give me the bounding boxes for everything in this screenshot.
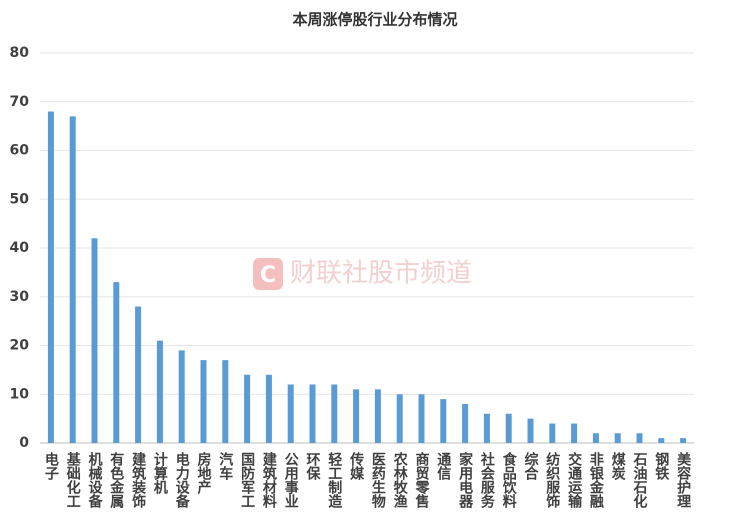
x-tick-label: 商贸零售 bbox=[414, 451, 431, 509]
x-tick-label: 机械设备 bbox=[87, 451, 104, 508]
x-tick-label: 煤炭 bbox=[610, 451, 626, 481]
x-tick-label: 通信 bbox=[435, 452, 451, 481]
bar bbox=[592, 433, 599, 443]
x-tick-label: 农林牧渔 bbox=[392, 451, 409, 509]
bar bbox=[156, 340, 163, 443]
y-tick-label: 0 bbox=[19, 435, 29, 451]
x-tick-label: 电力设备 bbox=[174, 451, 191, 508]
x-tick-label: 医药生物 bbox=[370, 452, 386, 509]
bar bbox=[222, 360, 229, 443]
bar bbox=[505, 413, 512, 443]
x-tick-label: 石油石化 bbox=[632, 452, 649, 509]
x-tick-label: 食品饮料 bbox=[501, 451, 518, 509]
bar bbox=[680, 438, 687, 443]
x-tick-label: 家用电器 bbox=[457, 451, 474, 509]
bar bbox=[91, 238, 98, 443]
bar bbox=[571, 423, 578, 443]
bar bbox=[396, 394, 403, 443]
logo-box bbox=[253, 258, 283, 290]
bar bbox=[440, 399, 447, 443]
x-tick-label: 建筑装饰 bbox=[130, 451, 147, 509]
x-tick-label: 汽车 bbox=[217, 451, 233, 481]
x-tick-label: 交通运输 bbox=[566, 451, 582, 509]
x-tick-label: 有色金属 bbox=[108, 451, 125, 509]
x-tick-label: 电子 bbox=[43, 451, 59, 481]
bar bbox=[309, 384, 316, 443]
bar bbox=[69, 116, 76, 443]
x-tick-label: 计算机 bbox=[152, 451, 168, 495]
x-tick-label: 房地产 bbox=[196, 451, 212, 495]
bar bbox=[135, 306, 142, 443]
x-tick-label: 综合 bbox=[523, 451, 539, 481]
bar bbox=[374, 389, 381, 443]
bar bbox=[614, 433, 621, 443]
bar bbox=[549, 423, 556, 443]
bar bbox=[658, 438, 665, 443]
bar bbox=[418, 394, 425, 443]
y-tick-label: 60 bbox=[10, 143, 30, 159]
x-tick-label: 纺织服饰 bbox=[544, 451, 560, 509]
x-tick-label: 美容护理 bbox=[675, 451, 692, 508]
y-tick-label: 10 bbox=[10, 386, 30, 402]
y-tick-label: 50 bbox=[10, 191, 30, 207]
bar bbox=[200, 360, 207, 443]
x-tick-label: 环保 bbox=[305, 452, 322, 481]
bar bbox=[353, 389, 360, 443]
bar bbox=[527, 418, 534, 443]
y-tick-label: 70 bbox=[10, 94, 30, 110]
x-tick-label: 传媒 bbox=[348, 451, 365, 481]
bar bbox=[287, 384, 294, 443]
bar bbox=[483, 413, 490, 443]
bar bbox=[462, 404, 469, 443]
watermark: 财联社股市频道 bbox=[290, 259, 472, 289]
x-tick-label: 非银金融 bbox=[588, 451, 605, 509]
x-tick-label: 国防军工 bbox=[239, 452, 255, 508]
bar bbox=[244, 374, 251, 443]
bar bbox=[265, 374, 272, 443]
y-tick-label: 20 bbox=[10, 338, 30, 354]
y-tick-label: 30 bbox=[10, 289, 30, 305]
bar bbox=[331, 384, 338, 443]
x-tick-label: 基础化工 bbox=[65, 451, 81, 508]
bar bbox=[113, 282, 120, 443]
x-tick-label: 轻工制造 bbox=[326, 451, 342, 509]
y-tick-label: 40 bbox=[10, 240, 30, 256]
chart-title: 本周涨停股行业分布情况 bbox=[292, 11, 457, 29]
bar bbox=[178, 350, 185, 443]
bar bbox=[636, 433, 643, 443]
x-tick-label: 建筑材料 bbox=[261, 451, 277, 509]
logo-letter: C bbox=[260, 263, 276, 288]
watermark-logo: C bbox=[253, 258, 283, 290]
x-tick-label: 社会服务 bbox=[479, 451, 496, 509]
x-tick-label: 钢铁 bbox=[653, 451, 669, 481]
x-tick-label: 公用事业 bbox=[283, 452, 299, 508]
bar bbox=[47, 111, 54, 443]
y-tick-label: 80 bbox=[10, 45, 30, 61]
